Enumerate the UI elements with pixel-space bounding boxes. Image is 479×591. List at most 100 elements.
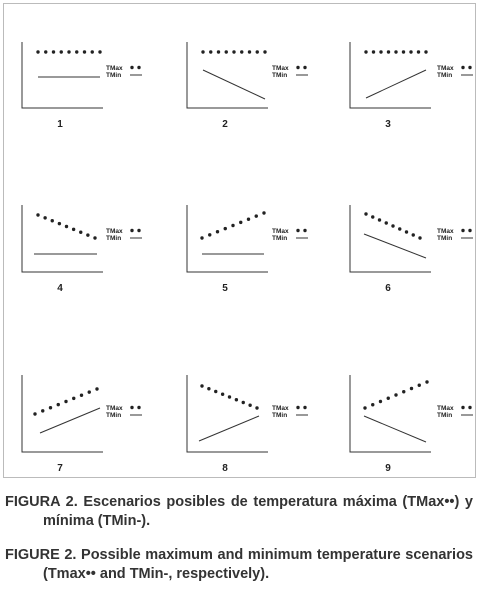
- axes: [349, 42, 431, 109]
- tmax-dot: [254, 214, 258, 218]
- panel-label: 3: [385, 119, 391, 130]
- legend-dot: [468, 405, 472, 410]
- legend-dot: [461, 65, 465, 70]
- tmax-dot: [208, 233, 212, 237]
- caption-en: FIGURE 2. Possible maximum and minimum t…: [5, 547, 473, 582]
- tmax-dot: [363, 406, 367, 410]
- tmax-dot: [409, 50, 413, 54]
- tmin-line: [198, 415, 260, 442]
- tmax-dot: [402, 390, 406, 394]
- tmax-dot: [93, 236, 97, 240]
- legend-tmin: TMin: [106, 235, 121, 242]
- tmax-dot: [59, 50, 63, 54]
- tmax-dot: [43, 216, 47, 220]
- tmax-dot: [82, 50, 87, 54]
- legend-tmax: TMax: [106, 228, 123, 235]
- tmax-dot: [201, 50, 205, 54]
- tmax-dot: [255, 50, 259, 54]
- tmax-dot: [57, 221, 62, 226]
- tmax-dot: [216, 50, 221, 54]
- tmax-dot: [56, 402, 60, 407]
- legend-dot: [130, 228, 134, 233]
- legend-tmin: TMin: [272, 72, 287, 79]
- legend-dot: [461, 405, 465, 410]
- legend-dot: [296, 65, 300, 70]
- axes: [186, 375, 268, 453]
- legend-tmin: TMin: [106, 72, 121, 79]
- legend-dot: [303, 405, 307, 410]
- tmax-dot: [98, 50, 102, 54]
- legend-tmax: TMax: [437, 228, 454, 235]
- tmin-line: [365, 69, 427, 99]
- tmax-dot: [207, 387, 211, 391]
- tmax-dot: [67, 50, 71, 54]
- axes: [21, 42, 103, 109]
- tmax-dot: [41, 409, 45, 413]
- tmax-dot: [386, 50, 391, 54]
- tmax-dot: [391, 224, 395, 228]
- tmin-line: [363, 415, 427, 443]
- tmax-dot: [220, 392, 225, 396]
- legend-tmax: TMax: [106, 65, 123, 72]
- tmax-dot: [364, 50, 368, 54]
- legend-dot: [130, 405, 134, 410]
- axes: [349, 205, 431, 273]
- tmax-dot: [214, 389, 218, 394]
- tmax-dot: [377, 218, 382, 222]
- legend-tmin: TMin: [437, 235, 452, 242]
- tmax-dot: [36, 50, 40, 54]
- panel-label: 5: [222, 283, 228, 294]
- panel-label: 4: [57, 283, 63, 294]
- axes: [186, 205, 268, 273]
- figure: 1TMaxTMin2TMaxTMin3TMaxTMin4TMaxTMin5TMa…: [3, 3, 476, 478]
- tmax-dot: [425, 380, 429, 384]
- tmax-dot: [416, 50, 421, 54]
- tmax-dot: [394, 393, 398, 397]
- tmax-dot: [64, 224, 69, 229]
- tmax-dot: [248, 403, 252, 407]
- tmax-dot: [200, 236, 204, 240]
- tmax-dot: [215, 230, 220, 234]
- tmax-dot: [234, 398, 239, 402]
- axes: [186, 42, 268, 109]
- tmin-line: [202, 69, 266, 100]
- axes: [21, 205, 103, 273]
- tmax-dot: [86, 233, 90, 237]
- legend-dot: [137, 228, 141, 233]
- tmax-dot: [44, 50, 48, 54]
- legend-tmax: TMax: [272, 228, 289, 235]
- panel-label: 8: [222, 463, 228, 474]
- tmax-dot: [247, 50, 252, 54]
- legend-dot: [303, 65, 307, 70]
- legend-tmin: TMin: [437, 72, 452, 79]
- tmin-line: [363, 233, 427, 259]
- tmax-dot: [386, 396, 390, 400]
- legend-dot: [296, 228, 300, 233]
- tmax-dot: [262, 211, 266, 215]
- legend-tmax: TMax: [437, 65, 454, 72]
- tmax-dot: [409, 386, 414, 391]
- tmax-dot: [379, 50, 383, 54]
- legend-dot: [303, 228, 307, 233]
- tmax-dot: [36, 213, 40, 217]
- tmax-dot: [418, 236, 422, 240]
- tmax-dot: [255, 406, 259, 410]
- legend-dot: [468, 65, 472, 70]
- tmax-dot: [411, 233, 415, 237]
- tmax-dot: [209, 50, 213, 54]
- legend-tmin: TMin: [272, 412, 287, 419]
- tmax-dot: [95, 387, 99, 391]
- tmax-dot: [241, 400, 245, 405]
- legend-tmin: TMin: [272, 235, 287, 242]
- legend-tmax: TMax: [106, 405, 123, 412]
- tmax-dot: [90, 50, 94, 54]
- tmax-dot: [33, 412, 37, 416]
- tmax-dot: [378, 399, 383, 404]
- legend-dot: [296, 405, 300, 410]
- tmax-dot: [263, 50, 267, 54]
- axes: [349, 375, 431, 453]
- tmax-dot: [401, 50, 406, 54]
- tmin-line: [39, 407, 101, 434]
- legend-dot: [468, 228, 472, 233]
- tmax-dot: [384, 221, 388, 225]
